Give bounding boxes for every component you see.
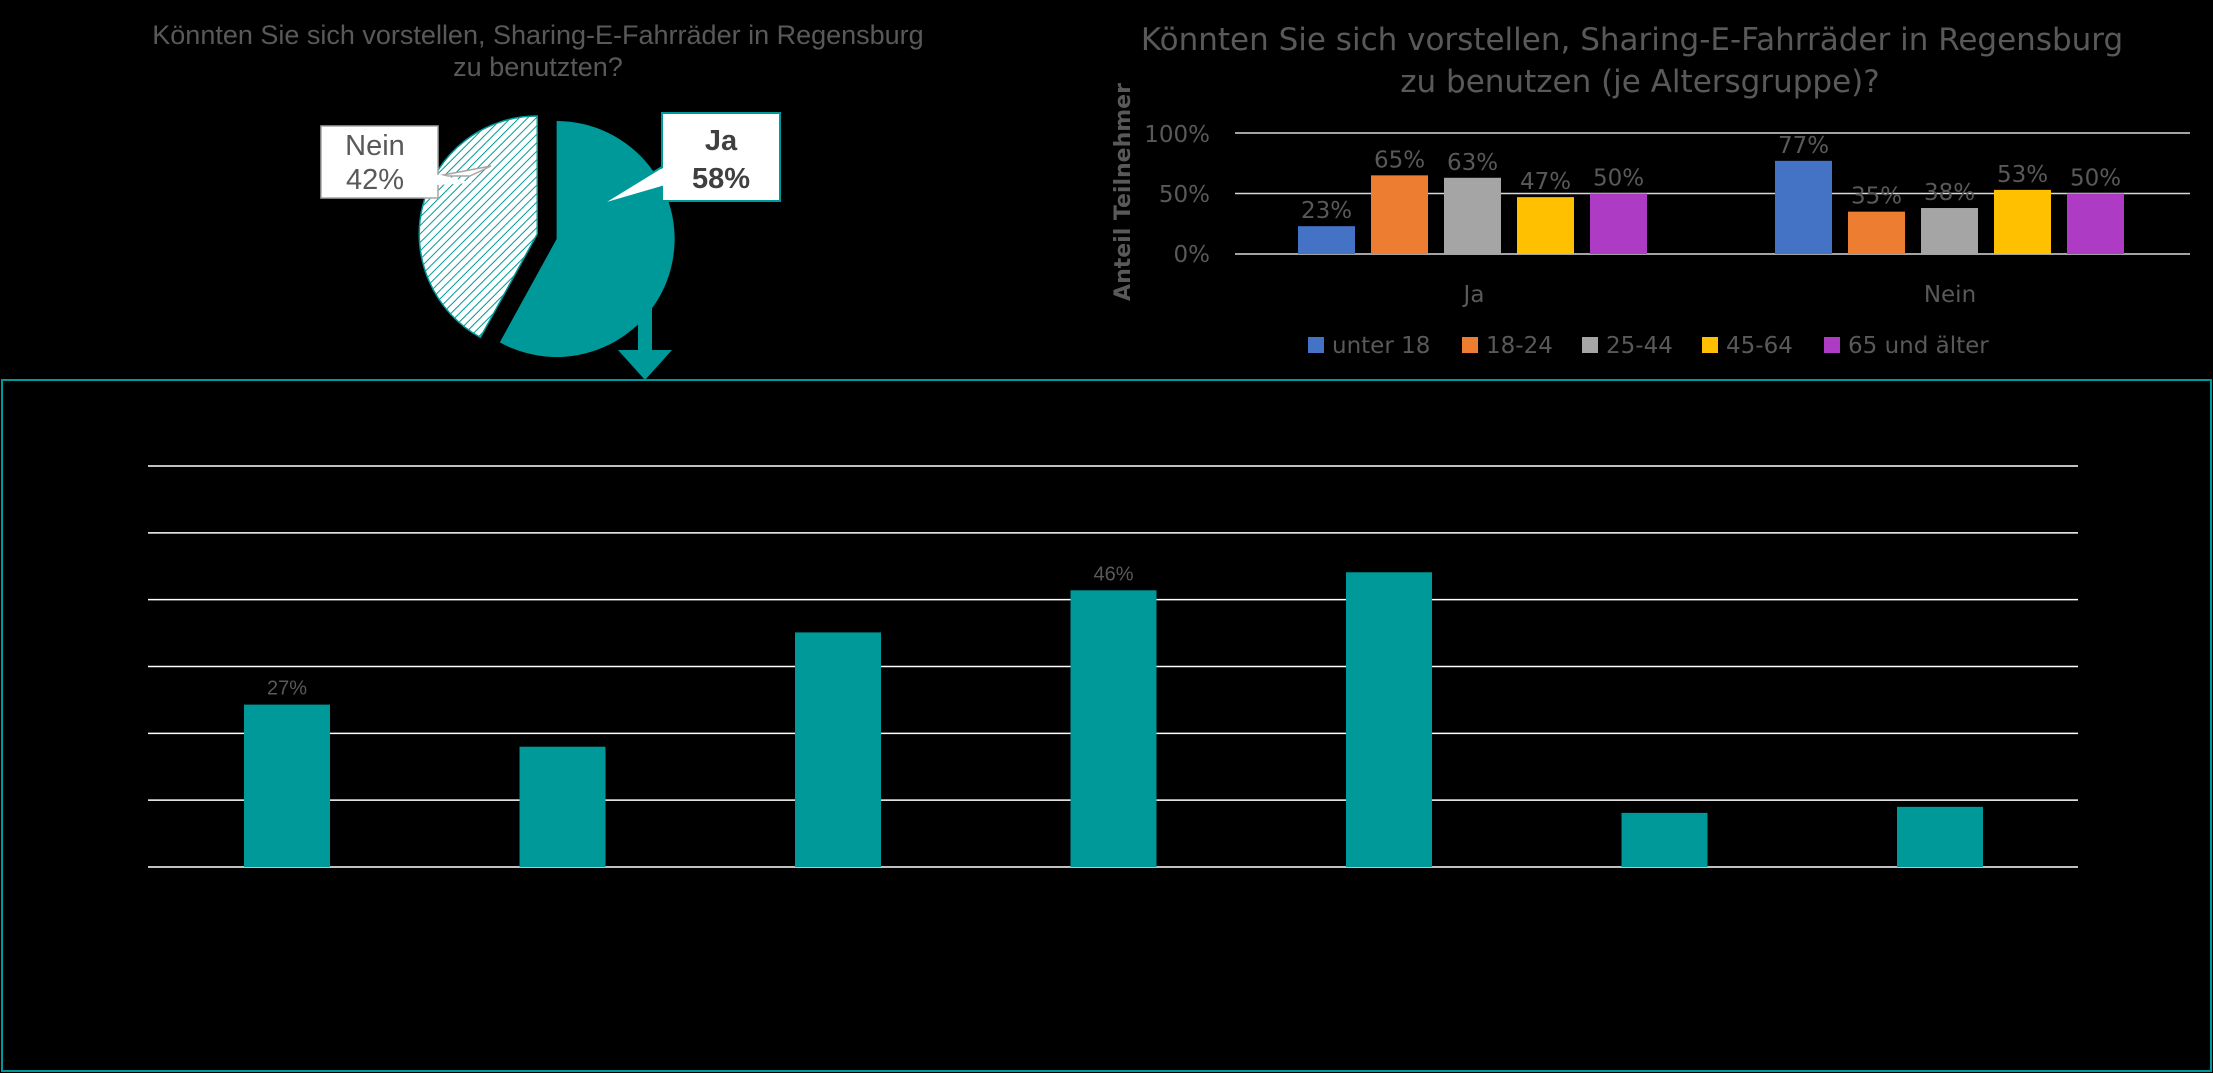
age-chart-value-labels: 23% 65% 63% 47% 50% 77% 35% 38% 53% 50% [1301, 133, 2121, 224]
legend-label: 25-44 [1606, 333, 1673, 359]
age-bar-value-label: 47% [1520, 169, 1571, 195]
pie-title-line-1: Könnten Sie sich vorstellen, Sharing-E-F… [152, 20, 923, 50]
age-chart-ylabel: Anteil Teilnehmer [1111, 83, 1136, 301]
legend-label: 18-24 [1486, 333, 1553, 359]
age-chart-bars [1298, 160, 2124, 254]
age-chart-title-line-1: Könnten Sie sich vorstellen, Sharing-E-F… [1141, 22, 2123, 58]
pie-title-line-2: zu benutzten? [453, 52, 623, 82]
legend-swatch [1582, 337, 1598, 353]
age-bar-value-label: 65% [1374, 147, 1425, 173]
age-bar-value-label: 77% [1778, 133, 1829, 159]
pie-chart: Könnten Sie sich vorstellen, Sharing-E-F… [152, 20, 924, 380]
age-category-nein: Nein [1924, 282, 1976, 308]
age-chart-y-ticks: 100% 50% 0% [1144, 122, 1210, 268]
callout-ja-value: 58% [692, 163, 750, 195]
age-chart-title-line-2: zu benutzen (je Altersgruppe)? [1400, 64, 1879, 100]
age-bar-value-label: 63% [1447, 150, 1498, 176]
lower-bar [1621, 812, 1708, 867]
callout-ja-label: Ja [705, 125, 738, 157]
age-bar-value-label: 53% [1997, 162, 2048, 188]
y-tick-100: 100% [1144, 122, 1210, 148]
callout-ja: Ja 58% [599, 112, 781, 206]
age-bar [2067, 193, 2124, 254]
age-bar [1921, 208, 1978, 254]
callout-nein-value: 42% [346, 164, 404, 196]
age-chart-legend: unter 18 18-24 25-44 45-64 65 und älter [1308, 333, 1989, 359]
age-bar-value-label: 50% [1593, 166, 1644, 192]
legend-swatch [1308, 337, 1324, 353]
age-bar-value-label: 35% [1851, 184, 1902, 210]
legend-label: 65 und älter [1848, 333, 1989, 359]
lower-bar [1346, 572, 1432, 867]
age-bar-value-label: 50% [2070, 166, 2121, 192]
down-arrow-icon [618, 270, 672, 380]
age-bar-value-label: 38% [1924, 180, 1975, 206]
y-tick-50: 50% [1159, 182, 1210, 208]
lower-bar [1897, 806, 1983, 867]
callout-nein: Nein 42% [320, 125, 492, 199]
lower-bar [519, 746, 606, 867]
lower-bar-value-label: 46% [1093, 563, 1133, 585]
age-bar [1517, 197, 1574, 254]
age-category-ja: Ja [1462, 282, 1485, 308]
legend-label: 45-64 [1726, 333, 1793, 359]
lower-bar-chart: 27% 46% [1, 379, 2212, 1072]
age-bar [1775, 160, 1832, 254]
legend-label: unter 18 [1332, 333, 1430, 359]
lower-chart-value-labels: 27% 46% [267, 563, 1134, 699]
callout-nein-label: Nein [345, 130, 405, 162]
age-bar [1298, 226, 1355, 254]
lower-bar [244, 704, 330, 867]
legend-swatch [1462, 337, 1478, 353]
lower-chart-frame [1, 379, 2212, 1072]
pie-slice-ja [499, 120, 675, 357]
age-bar [1590, 193, 1647, 254]
age-bar [1848, 211, 1905, 254]
pie-slice-nein [418, 115, 539, 339]
y-tick-0: 0% [1174, 242, 1211, 268]
legend-swatch [1702, 337, 1718, 353]
lower-bar-value-label: 27% [267, 678, 307, 700]
age-bar [1444, 177, 1501, 254]
age-bar [1994, 189, 2051, 254]
age-bar [1371, 175, 1428, 254]
age-bar-value-label: 23% [1301, 198, 1352, 224]
lower-chart-bars [244, 572, 1983, 867]
legend-swatch [1824, 337, 1840, 353]
age-group-bar-chart: Könnten Sie sich vorstellen, Sharing-E-F… [1111, 22, 2190, 359]
lower-bar [1070, 590, 1157, 867]
lower-bar [795, 632, 881, 867]
